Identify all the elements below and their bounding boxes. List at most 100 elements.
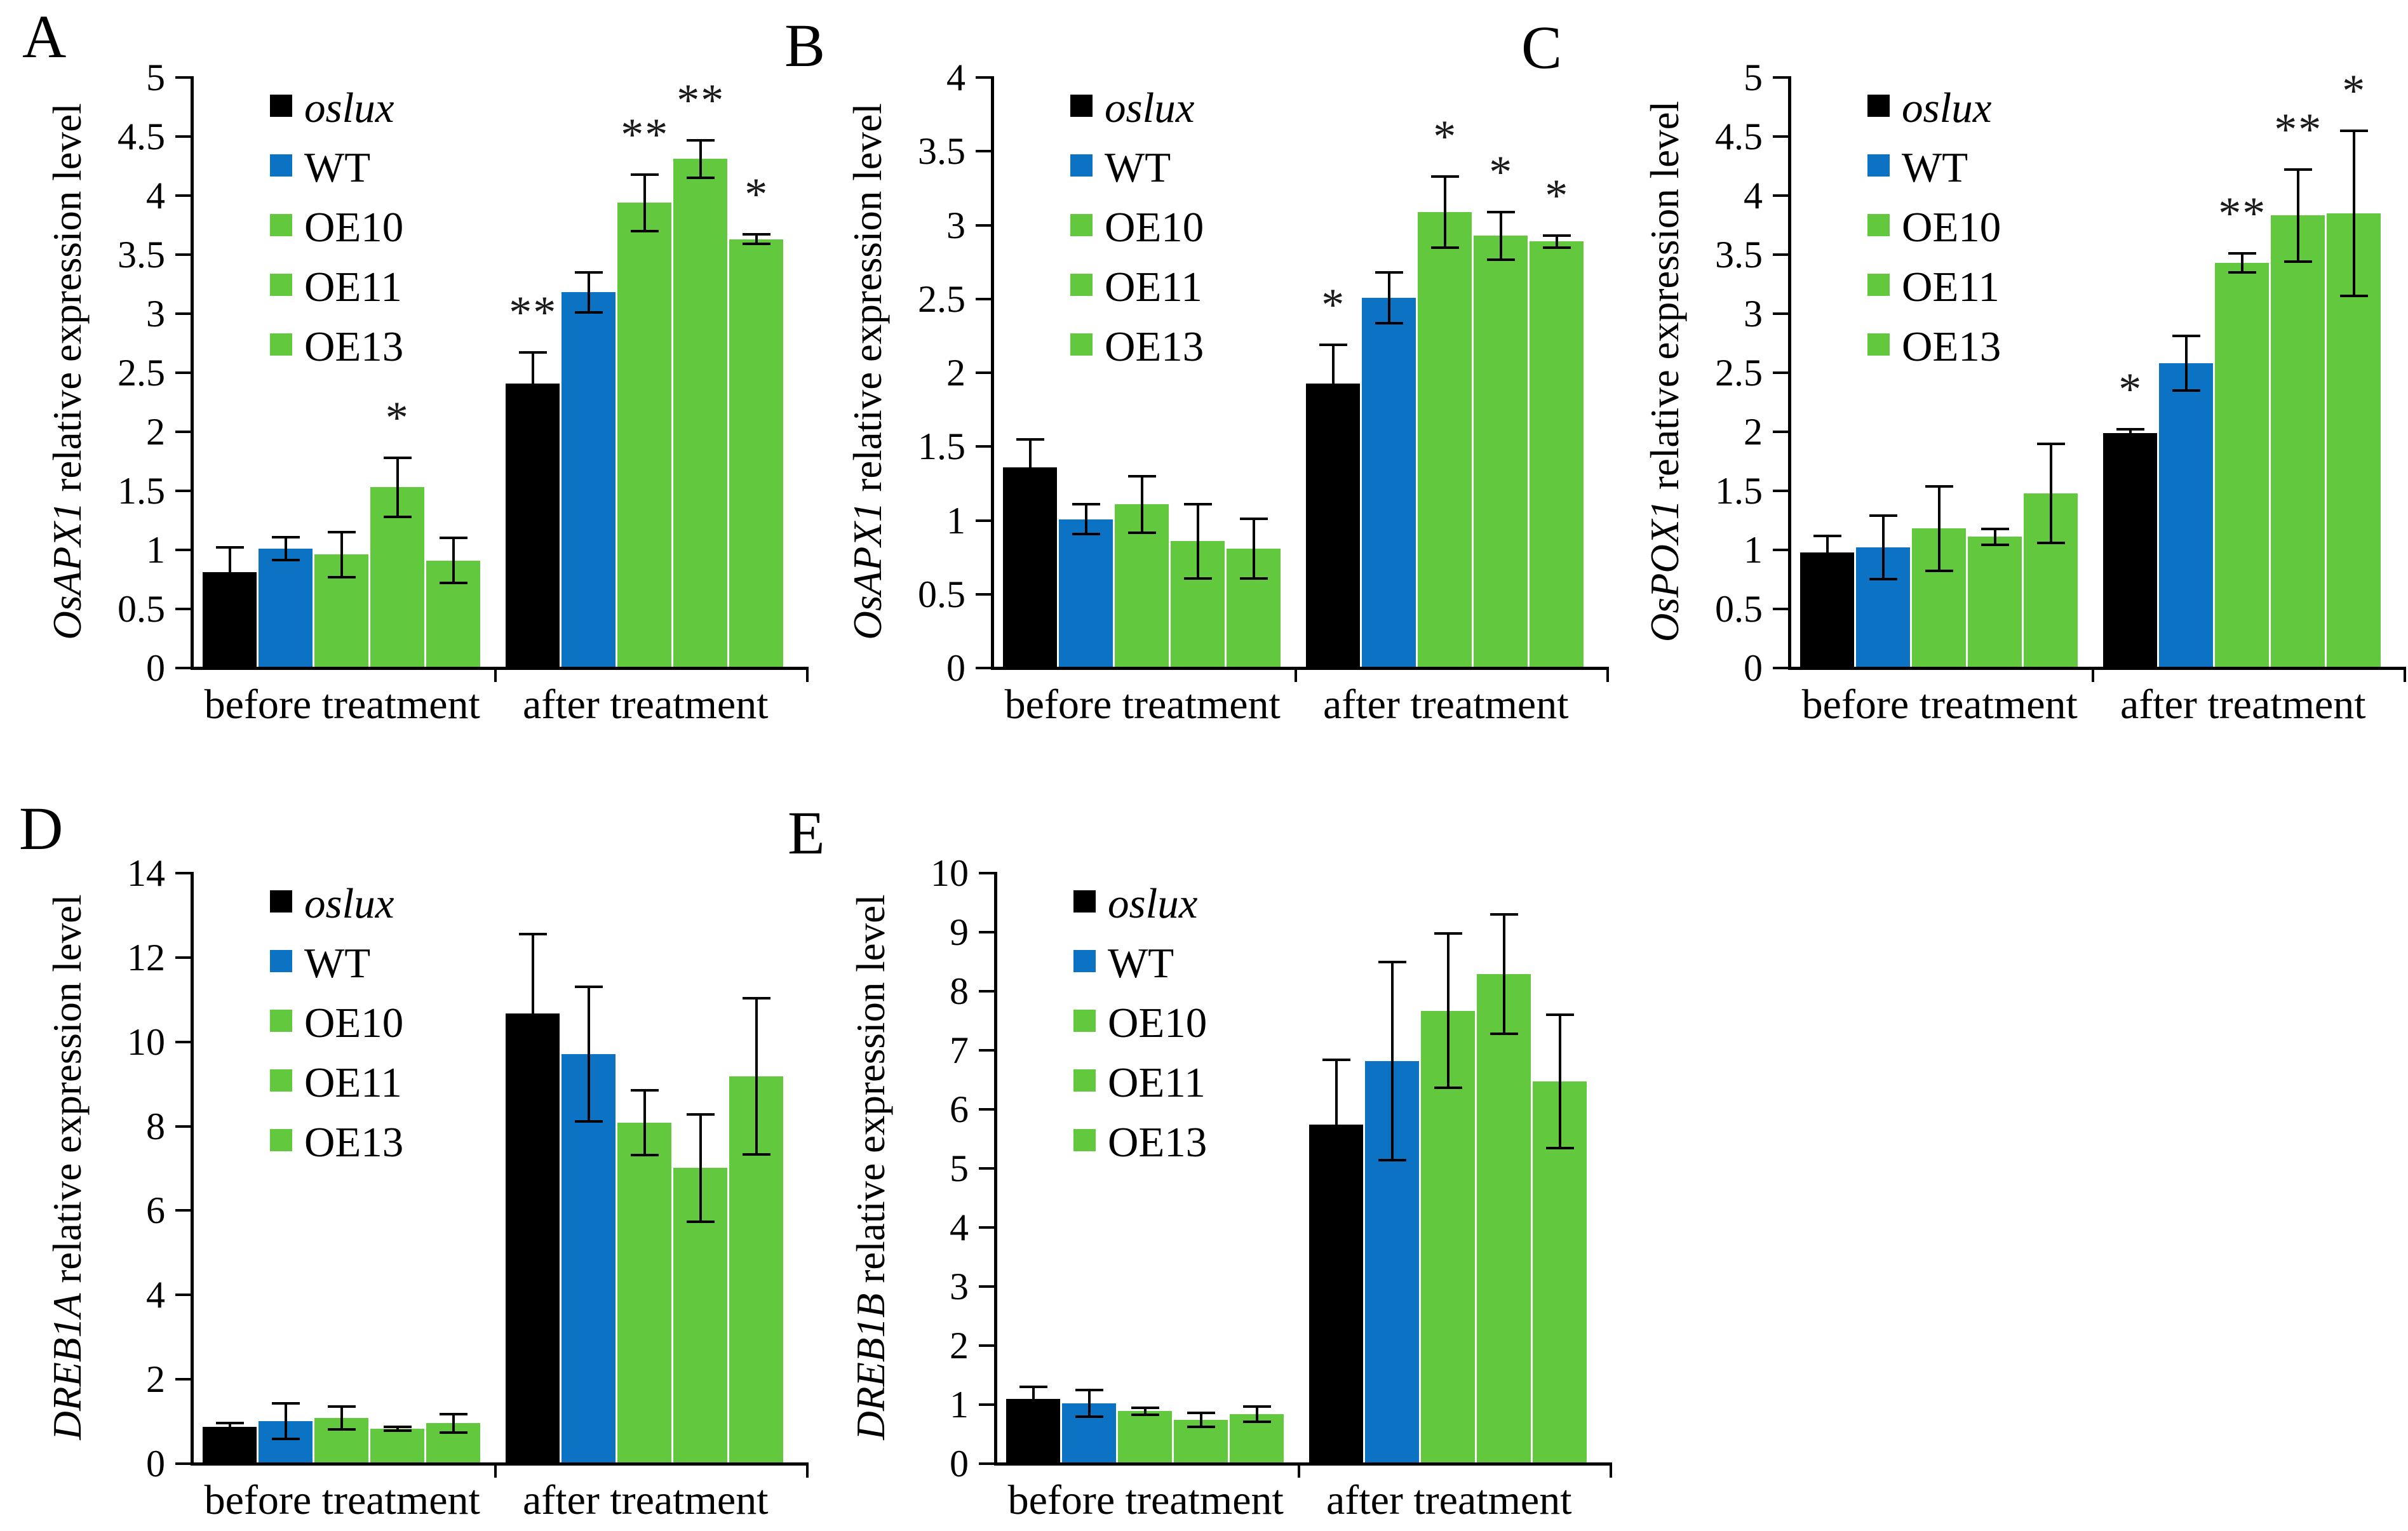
legend-swatch-oslux bbox=[1867, 95, 1890, 117]
y-axis-line bbox=[994, 872, 997, 1466]
error-bar-cap-top bbox=[2340, 129, 2369, 132]
y-tick-mark bbox=[976, 224, 991, 227]
y-tick-mark bbox=[979, 1344, 994, 1347]
y-tick-label: 1.5 bbox=[918, 425, 965, 468]
legend-swatch-OE11 bbox=[1867, 274, 1890, 296]
error-bar-cap-top bbox=[1431, 175, 1460, 178]
error-bar-cap-top bbox=[327, 1405, 356, 1408]
y-tick-label: 2.5 bbox=[918, 277, 965, 320]
error-bar-cap-bottom bbox=[1075, 1415, 1103, 1419]
y-tick-mark bbox=[1773, 490, 1788, 492]
error-bar-line bbox=[2297, 168, 2300, 263]
x-tick-mid bbox=[494, 667, 497, 682]
error-bar-cap-top bbox=[1075, 1388, 1103, 1391]
y-tick-label: 3 bbox=[1744, 293, 1763, 335]
y-tick-label: 0 bbox=[1744, 647, 1763, 689]
x-category-label: after treatment bbox=[1322, 681, 1569, 728]
bar-B-after-OE10 bbox=[1418, 211, 1472, 667]
error-bar-line bbox=[2241, 252, 2244, 274]
y-tick-mark bbox=[1773, 371, 1788, 374]
legend-label-OE13: OE13 bbox=[1108, 1119, 1207, 1166]
y-tick-label: 0 bbox=[146, 1443, 165, 1485]
y-tick-mark bbox=[976, 519, 991, 522]
error-bar-cap-top bbox=[1925, 485, 1953, 488]
y-tick-mark bbox=[979, 1285, 994, 1288]
bar-B-after-WT bbox=[1362, 297, 1416, 667]
significance-marker: * bbox=[1545, 170, 1570, 221]
legend-swatch-OE10 bbox=[1070, 214, 1093, 236]
error-bar-cap-top bbox=[1375, 271, 1404, 274]
bar-A-after-OE10 bbox=[617, 203, 672, 667]
error-bar-cap-bottom bbox=[2284, 260, 2313, 263]
error-bar-cap-top bbox=[743, 997, 771, 1000]
error-bar-cap-bottom bbox=[1127, 531, 1156, 534]
legend-swatch-OE11 bbox=[1070, 274, 1093, 296]
panel-label-C: C bbox=[1521, 13, 1563, 81]
y-tick-mark bbox=[175, 194, 191, 197]
x-category-label: after treatment bbox=[1326, 1477, 1572, 1523]
error-bar-cap-bottom bbox=[1183, 577, 1212, 580]
bar-A-after-OE11 bbox=[673, 159, 728, 667]
error-bar-cap-bottom bbox=[743, 242, 771, 245]
x-tick-mid bbox=[2091, 667, 2094, 682]
y-tick-label: 0 bbox=[950, 1443, 969, 1485]
error-bar-line bbox=[1332, 343, 1335, 424]
error-bar-line bbox=[1881, 514, 1885, 581]
error-bar-cap-top bbox=[1187, 1412, 1215, 1415]
error-bar-cap-bottom bbox=[1319, 420, 1348, 424]
y-tick-label: 1.5 bbox=[1715, 470, 1763, 512]
y-tick-label: 1 bbox=[1744, 529, 1763, 571]
error-bar-line bbox=[1559, 1013, 1562, 1150]
error-bar-cap-top bbox=[439, 1412, 467, 1415]
y-tick-mark bbox=[175, 667, 191, 669]
error-bar-cap-top bbox=[575, 271, 603, 274]
error-bar-cap-bottom bbox=[1072, 533, 1100, 536]
error-bar-line bbox=[1252, 518, 1255, 580]
error-bar-cap-top bbox=[1543, 234, 1571, 237]
y-tick-label: 4 bbox=[146, 175, 165, 217]
error-bar-cap-bottom bbox=[1546, 1147, 1575, 1150]
error-bar-cap-top bbox=[1378, 960, 1407, 963]
y-tick-label: 5 bbox=[1744, 57, 1763, 98]
y-tick-label: 3.5 bbox=[1715, 234, 1763, 276]
error-bar-cap-bottom bbox=[2116, 435, 2145, 438]
bar-D-before-OE11 bbox=[370, 1428, 424, 1462]
y-axis-line bbox=[191, 76, 194, 670]
legend-label-oslux: oslux bbox=[304, 84, 394, 131]
legend-label-OE10: OE10 bbox=[1105, 204, 1204, 251]
legend-label-oslux: oslux bbox=[1105, 84, 1195, 131]
error-bar-line bbox=[396, 456, 399, 518]
legend-swatch-oslux bbox=[270, 95, 292, 117]
y-tick-mark bbox=[1773, 667, 1788, 669]
y-tick-mark bbox=[1773, 312, 1788, 315]
error-bar-cap-top bbox=[519, 351, 548, 354]
y-tick-label: 4.5 bbox=[118, 116, 165, 157]
error-bar-cap-top bbox=[1072, 502, 1100, 505]
y-tick-label: 4 bbox=[146, 1274, 165, 1316]
error-bar-cap-top bbox=[1487, 210, 1516, 213]
error-bar-cap-top bbox=[1319, 343, 1348, 346]
y-tick-label: 3 bbox=[146, 293, 165, 335]
error-bar-cap-bottom bbox=[1981, 544, 2009, 547]
legend-label-OE13: OE13 bbox=[304, 1119, 404, 1166]
x-tick-end bbox=[806, 667, 809, 682]
error-bar-cap-top bbox=[2284, 168, 2313, 171]
chart-panel-D: DREB1Arelative expression level 0 2 4 6 8 10 12… bbox=[16, 805, 813, 1531]
y-tick-mark bbox=[976, 371, 991, 374]
error-bar-cap-top bbox=[215, 1421, 244, 1424]
error-bar-cap-bottom bbox=[687, 1220, 715, 1223]
error-bar-cap-top bbox=[1019, 1386, 1047, 1389]
error-bar-cap-bottom bbox=[1813, 567, 1841, 570]
error-bar-line bbox=[1500, 210, 1503, 261]
error-bar-line bbox=[340, 531, 343, 578]
error-bar-line bbox=[340, 1405, 343, 1431]
y-tick-label: 4 bbox=[950, 1207, 969, 1248]
error-bar-line bbox=[1255, 1405, 1258, 1423]
legend-swatch-WT bbox=[270, 154, 292, 177]
y-tick-label: 9 bbox=[950, 911, 969, 953]
error-bar-line bbox=[1391, 960, 1394, 1161]
error-bar-cap-bottom bbox=[1543, 246, 1571, 250]
y-tick-mark bbox=[979, 1167, 994, 1170]
error-bar-line bbox=[1503, 913, 1506, 1035]
error-bar-cap-bottom bbox=[383, 1429, 412, 1432]
